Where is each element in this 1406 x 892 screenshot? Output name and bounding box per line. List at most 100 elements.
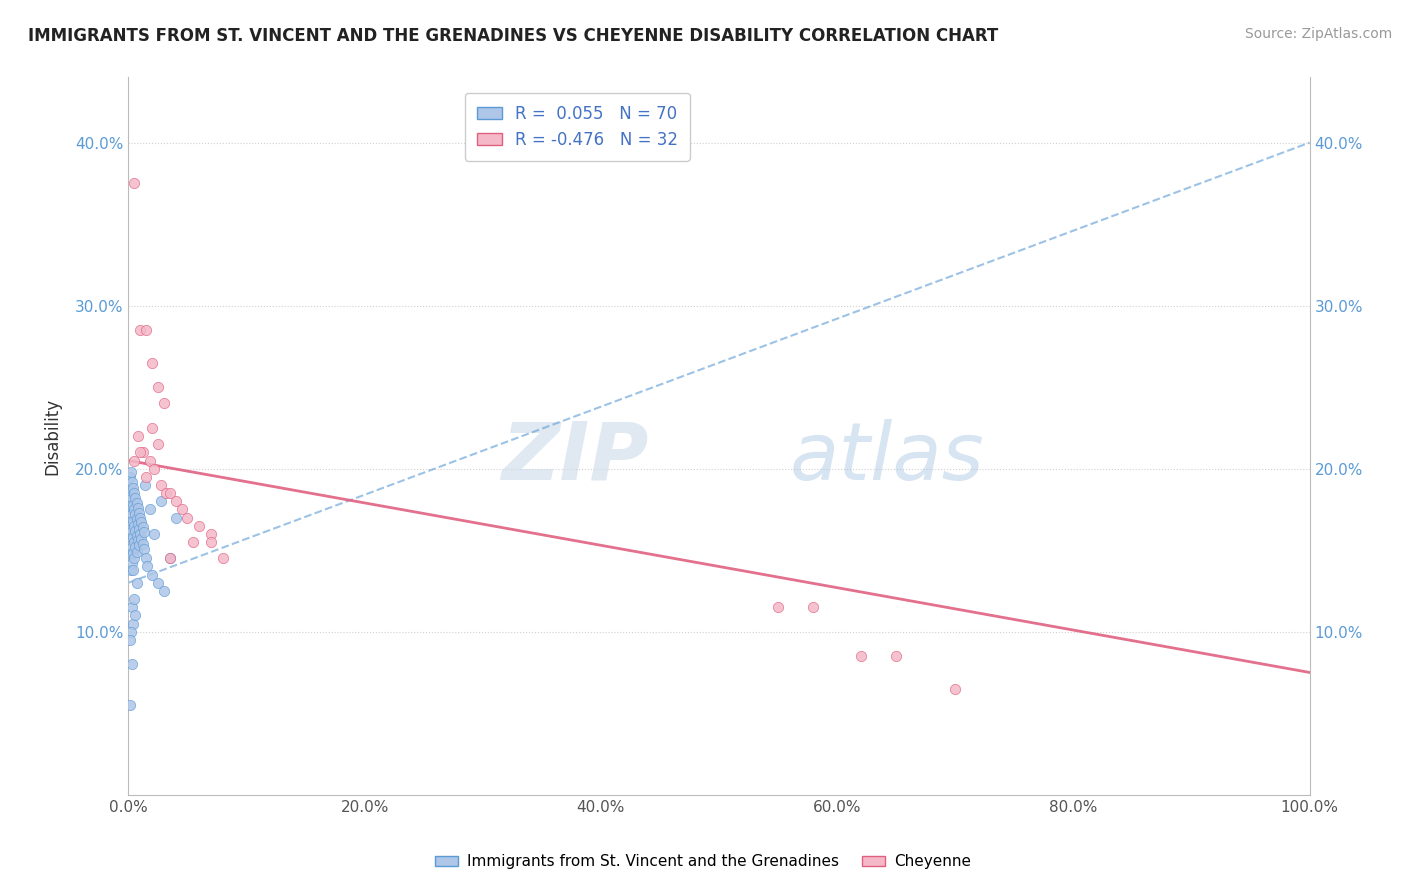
Point (125, 528, 148, 542)
Point (129, 445, 152, 459)
Legend: Immigrants from St. Vincent and the Grenadines, Cheyenne: Immigrants from St. Vincent and the Gren… (429, 848, 977, 875)
Point (118, 486, 141, 500)
Point (150, 494, 173, 508)
Point (127, 429, 149, 443)
Point (124, 551, 146, 566)
Point (128, 522, 150, 536)
Point (120, 530, 142, 544)
Point (131, 520, 153, 534)
Point (122, 616, 145, 631)
Point (141, 421, 163, 435)
Legend: R =  0.055   N = 70, R = -0.476   N = 32: R = 0.055 N = 70, R = -0.476 N = 32 (465, 93, 689, 161)
Point (120, 563, 142, 577)
Point (122, 530, 145, 544)
Point (118, 632, 141, 647)
Point (131, 516, 153, 530)
Point (150, 478, 173, 492)
Point (125, 575, 148, 590)
Point (118, 502, 141, 516)
Point (122, 481, 145, 495)
Point (120, 546, 142, 560)
Point (183, 535, 205, 549)
Point (124, 518, 146, 533)
Point (155, 486, 177, 500)
Point (132, 525, 155, 540)
Text: IMMIGRANTS FROM ST. VINCENT AND THE GRENADINES VS CHEYENNE DISABILITY CORRELATIO: IMMIGRANTS FROM ST. VINCENT AND THE GREN… (28, 27, 998, 45)
Point (124, 592, 146, 607)
Point (124, 540, 146, 554)
Point (128, 538, 150, 552)
Point (129, 323, 152, 337)
Point (128, 506, 150, 520)
Point (124, 535, 146, 549)
Point (120, 624, 142, 639)
Point (118, 518, 141, 533)
Point (138, 502, 160, 516)
Point (131, 536, 153, 550)
Point (134, 478, 156, 492)
Point (153, 396, 176, 410)
Point (125, 496, 148, 510)
Point (131, 532, 153, 546)
Point (141, 567, 163, 582)
Point (143, 527, 166, 541)
Point (849, 649, 872, 664)
Point (120, 514, 142, 528)
Point (146, 380, 169, 394)
Point (766, 600, 789, 615)
Point (135, 551, 157, 566)
Point (200, 535, 222, 549)
Point (124, 491, 146, 505)
Point (121, 600, 143, 615)
Point (121, 556, 143, 570)
Point (127, 533, 149, 548)
Point (146, 575, 169, 590)
Point (159, 551, 181, 566)
Point (127, 500, 149, 515)
Text: ZIP: ZIP (501, 418, 648, 497)
Point (124, 177, 146, 191)
Point (943, 681, 966, 696)
Point (120, 481, 142, 495)
Point (131, 445, 153, 459)
Point (127, 517, 149, 532)
Point (200, 527, 222, 541)
Point (803, 600, 825, 615)
Text: atlas: atlas (790, 418, 984, 497)
Point (132, 541, 155, 556)
Point (170, 502, 193, 516)
Point (129, 510, 152, 524)
Point (121, 657, 143, 672)
Point (188, 518, 211, 533)
Point (125, 512, 148, 526)
Point (124, 502, 146, 516)
Point (124, 453, 146, 467)
Point (135, 323, 157, 337)
Point (141, 356, 163, 370)
Point (118, 698, 141, 712)
Point (138, 453, 160, 467)
Point (121, 540, 143, 554)
Point (122, 546, 145, 560)
Point (122, 563, 145, 577)
Point (143, 461, 166, 475)
Point (124, 524, 146, 538)
Point (159, 486, 181, 500)
Point (121, 524, 143, 538)
Point (165, 494, 187, 508)
Point (135, 470, 157, 484)
Text: Source: ZipAtlas.com: Source: ZipAtlas.com (1244, 27, 1392, 41)
Point (125, 545, 148, 559)
Point (884, 649, 907, 664)
Point (121, 491, 143, 505)
Point (124, 486, 146, 500)
Point (153, 583, 176, 598)
Point (124, 608, 146, 623)
Point (159, 551, 181, 566)
Point (121, 475, 143, 489)
Point (176, 510, 198, 524)
Point (124, 508, 146, 522)
Point (212, 551, 235, 566)
Point (146, 437, 169, 451)
Point (165, 510, 187, 524)
